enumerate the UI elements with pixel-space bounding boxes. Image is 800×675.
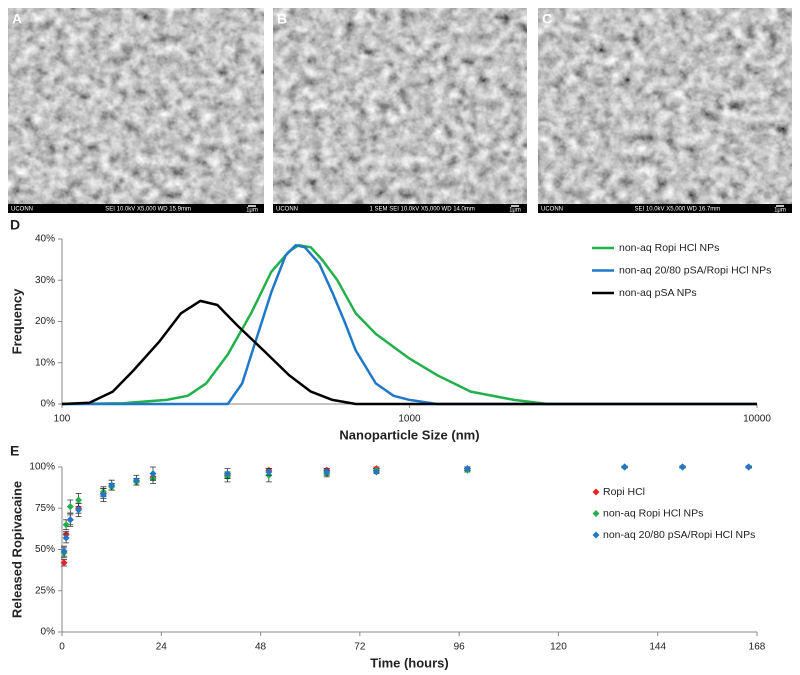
caption: SEI 10.0kV X5,000 WD 15.9mm	[105, 207, 191, 213]
caption-scale: 1μm	[774, 208, 786, 214]
legend-label: non-aq Ropi HCl NPs	[603, 507, 703, 519]
series-line	[61, 243, 757, 406]
data-point	[463, 465, 471, 473]
panel-label: E	[10, 443, 19, 459]
data-point	[75, 506, 83, 514]
data-point	[621, 463, 629, 471]
data-point	[223, 470, 231, 478]
legend-label: non-aq 20/80 pSA/Ropi HCl NPs	[619, 264, 771, 276]
y-tick-label: 40%	[35, 234, 55, 245]
series-line	[61, 299, 757, 406]
caption-bar	[273, 204, 527, 213]
data-point	[323, 468, 331, 476]
x-tick-label: 1000	[398, 414, 421, 425]
y-tick-label: 100%	[29, 462, 55, 473]
y-tick-label: 25%	[35, 585, 55, 596]
caption-left: UCONN	[541, 207, 563, 213]
data-point	[66, 503, 74, 511]
caption: SEI 10.0kV X5,000 WD 16.7mm	[635, 207, 721, 213]
caption-bar	[538, 204, 792, 213]
panel-label: C	[542, 11, 552, 27]
series-line	[62, 243, 757, 406]
x-tick-label: 0	[59, 642, 65, 653]
legend-label: non-aq Ropi HCl NPs	[619, 242, 719, 254]
x-tick-label: 100	[54, 414, 71, 425]
x-tick-label: 10000	[743, 414, 771, 425]
panel-label: A	[12, 11, 22, 27]
data-point	[60, 559, 68, 567]
x-axis-title: Nanoparticle Size (nm)	[339, 427, 479, 442]
data-point	[132, 476, 140, 484]
data-point	[62, 534, 70, 542]
caption-left: UCONN	[276, 207, 298, 213]
y-tick-label: 30%	[35, 275, 55, 286]
legend-swatch	[592, 488, 600, 496]
x-tick-label: 144	[649, 642, 666, 653]
data-point	[66, 516, 74, 524]
data-point	[149, 470, 157, 478]
legend-label: non-aq 20/80 pSA/Ropi HCl NPs	[603, 529, 755, 541]
data-point	[745, 463, 753, 471]
data-point	[60, 547, 68, 555]
y-axis-title: Released Ropivacaine	[9, 481, 24, 618]
legend-label: Ropi HCl	[603, 486, 645, 498]
data-point	[99, 491, 107, 499]
x-tick-label: 168	[749, 642, 766, 653]
legend-swatch	[592, 531, 600, 539]
caption-scale: 1μm	[509, 208, 521, 214]
sem-image	[538, 8, 792, 204]
caption-scale: 1μm	[246, 208, 258, 214]
data-point	[265, 468, 273, 476]
x-tick-label: 120	[550, 642, 567, 653]
sem-image	[273, 8, 527, 204]
panel-label: D	[10, 217, 20, 233]
y-tick-label: 0%	[41, 399, 56, 410]
x-tick-label: 72	[354, 642, 366, 653]
data-point	[62, 521, 70, 529]
y-tick-label: 20%	[35, 316, 55, 327]
y-tick-label: 50%	[35, 544, 55, 555]
x-tick-label: 96	[454, 642, 466, 653]
y-tick-label: 75%	[35, 503, 55, 514]
x-axis-title: Time (hours)	[370, 655, 449, 670]
data-point	[372, 468, 380, 476]
legend-swatch	[592, 510, 600, 517]
y-axis-title: Frequency	[9, 288, 24, 355]
caption: 1 SEM SEI 10.0kV X5,000 WD 14.0mm	[370, 207, 475, 213]
x-tick-label: 24	[156, 642, 168, 653]
sem-image	[8, 8, 264, 204]
panel-label: B	[277, 11, 287, 27]
y-tick-label: 0%	[41, 627, 56, 638]
data-point	[679, 463, 687, 471]
legend-label: non-aq pSA NPs	[619, 287, 697, 299]
x-tick-label: 48	[255, 642, 267, 653]
caption-bar	[8, 204, 264, 213]
caption-left: UCONN	[11, 207, 33, 213]
data-point	[108, 481, 116, 489]
data-point	[75, 496, 83, 504]
y-tick-label: 10%	[35, 357, 55, 368]
